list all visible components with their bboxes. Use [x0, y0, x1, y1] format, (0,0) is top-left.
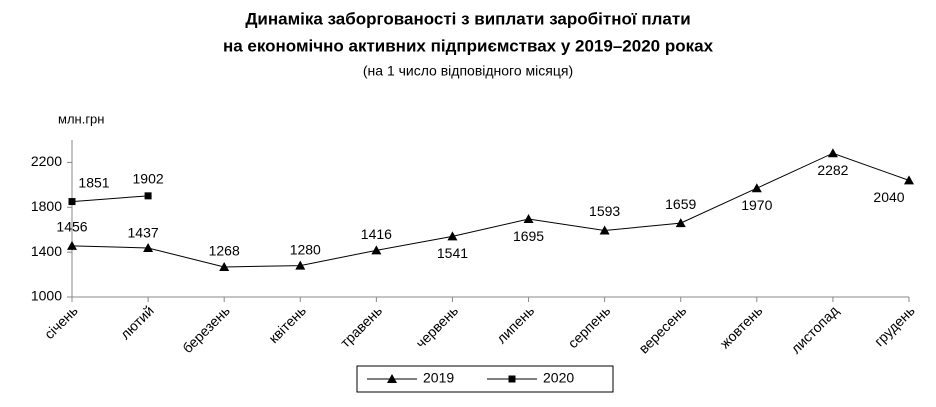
data-label: 1437 [128, 225, 159, 241]
point [827, 148, 838, 158]
point [371, 245, 382, 255]
data-label: 1268 [209, 243, 240, 259]
data-label: 1593 [589, 203, 620, 219]
chart-title: на економічно активних підприємствах у 2… [223, 36, 714, 55]
data-label: 1659 [665, 196, 696, 212]
point [751, 183, 762, 193]
point [904, 175, 914, 185]
y-tick-label: 1000 [31, 288, 62, 304]
data-label: 1902 [133, 171, 164, 187]
y-tick-label: 1400 [31, 243, 62, 259]
point [675, 218, 686, 228]
data-label: 1280 [290, 241, 321, 257]
data-label: 1541 [437, 245, 468, 261]
x-tick-label: липень [493, 302, 537, 346]
y-tick-label: 1800 [31, 198, 62, 214]
point [219, 261, 230, 271]
x-tick-label: лютий [117, 302, 157, 342]
point [523, 214, 534, 224]
legend-label: 2019 [423, 370, 454, 386]
legend-marker [387, 374, 397, 383]
legend-marker [508, 375, 516, 383]
data-label: 1970 [741, 197, 772, 213]
data-label: 1416 [361, 226, 392, 242]
line [71, 152, 910, 268]
point [447, 231, 458, 241]
data-label: 1456 [56, 219, 87, 235]
x-tick-label: червень [412, 302, 461, 351]
point [295, 260, 306, 270]
data-label: 2282 [817, 162, 848, 178]
data-label: 1695 [513, 228, 544, 244]
chart-title: Динаміка заборгованості з виплати заробі… [245, 9, 690, 28]
y-axis-label: млн.грн [58, 111, 104, 126]
point [144, 192, 152, 200]
data-label: 2040 [873, 189, 904, 205]
y-tick-label: 2200 [31, 153, 62, 169]
point [599, 225, 610, 235]
chart-subtitle: (на 1 число відповідного місяця) [363, 63, 573, 79]
point [143, 242, 154, 252]
x-tick-label: березень [179, 302, 233, 356]
point [68, 198, 76, 206]
data-label: 1851 [78, 174, 109, 190]
legend-label: 2020 [543, 370, 574, 386]
x-tick-label: січень [41, 302, 81, 342]
x-tick-label: жовтень [717, 302, 766, 351]
line [71, 195, 149, 203]
x-tick-label: вересень [635, 302, 689, 356]
x-tick-label: квітень [265, 302, 309, 346]
x-tick-label: листопад [788, 302, 842, 356]
x-tick-label: серпень [565, 302, 614, 351]
x-tick-label: травень [337, 302, 385, 350]
x-tick-label: грудень [871, 302, 918, 349]
point [67, 240, 77, 250]
